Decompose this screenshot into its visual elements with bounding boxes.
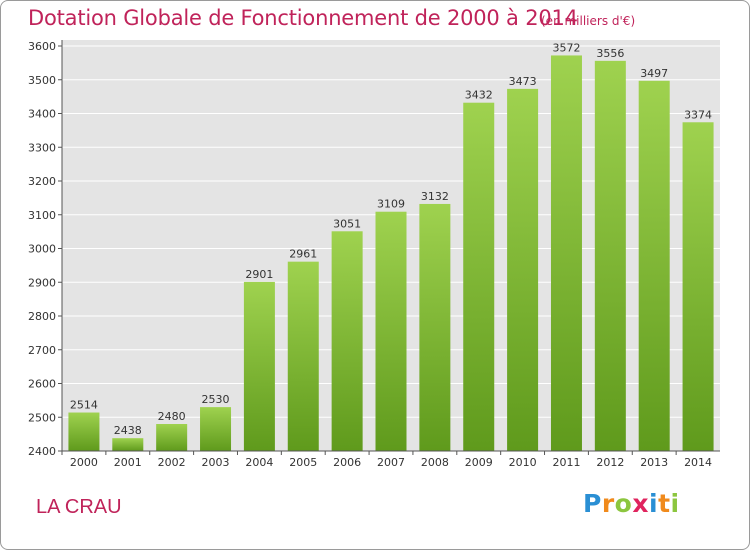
bar-2008[interactable] [419,203,451,451]
bar-value-label: 3497 [640,67,668,80]
x-tick-label: 2002 [158,456,186,469]
x-tick-label: 2000 [70,456,98,469]
bar-value-label: 3374 [684,108,712,121]
logo-letter: x [632,489,649,518]
bar-value-label: 2480 [158,410,186,423]
bar-2014[interactable] [682,122,714,452]
y-tick-label: 2900 [28,276,56,289]
x-tick-label: 2013 [640,456,668,469]
chart-unit: (en milliers d'€) [541,14,636,28]
bar-2010[interactable] [507,88,539,452]
bar-2013[interactable] [638,80,670,451]
y-tick-label: 3400 [28,108,56,121]
y-tick-label: 3600 [28,40,56,53]
y-tick-label: 3000 [28,243,56,256]
x-tick-label: 2003 [202,456,230,469]
bar-value-label: 3132 [421,190,449,203]
bars: 2514 2438 2480 2530 2901 2961 3051 3109 3132 3432… [68,41,714,452]
bar-value-label: 2530 [202,393,230,406]
bar-value-label: 2438 [114,424,142,437]
bar-2006[interactable] [331,231,363,451]
bar-2012[interactable] [594,60,626,451]
bar-2009[interactable] [463,102,495,451]
x-tick-label: 2010 [509,456,537,469]
x-tick-label: 2011 [552,456,580,469]
bar-2000[interactable] [68,412,100,451]
bar-value-label: 2961 [289,248,317,261]
logo-letter: i [649,489,659,518]
y-tick-label: 3500 [28,74,56,87]
x-tick-label: 2001 [114,456,142,469]
bar-2005[interactable] [287,261,319,451]
x-tick-label: 2005 [289,456,317,469]
y-tick-label: 3300 [28,141,56,154]
bar-value-label: 2514 [70,399,98,412]
y-tick-label: 2500 [28,411,56,424]
commune-name: LA CRAU [36,496,122,518]
logo-letter: P [583,489,602,518]
x-tick-label: 2006 [333,456,361,469]
x-tick-label: 2007 [377,456,405,469]
chart-title: Dotation Globale de Fonctionnement de 20… [28,6,578,30]
x-tick-label: 2004 [245,456,273,469]
x-tick-label: 2012 [596,456,624,469]
x-tick-label: 2008 [421,456,449,469]
bar-value-label: 3572 [552,41,580,54]
bar-value-label: 3556 [596,47,624,60]
y-tick-label: 2600 [28,378,56,391]
y-tick-label: 2400 [28,445,56,458]
logo-letter: r [601,489,615,518]
bar-2004[interactable] [243,281,275,451]
bar-2001[interactable] [112,438,144,451]
y-tick-label: 3200 [28,175,56,188]
axes: 2400 2500 2600 2700 2800 2900 3000 3100 3200 3300… [28,40,720,469]
bar-2003[interactable] [200,407,232,451]
bar-value-label: 3109 [377,198,405,211]
logo-letter: o [614,489,633,518]
y-tick-label: 2800 [28,310,56,323]
bar-value-label: 2901 [245,268,273,281]
x-tick-label: 2009 [465,456,493,469]
logo-letter: i [670,489,680,518]
bar-2007[interactable] [375,211,407,451]
proxiti-logo[interactable]: Proxiti [583,489,680,518]
bar-value-label: 3051 [333,217,361,230]
y-tick-label: 3100 [28,209,56,222]
x-tick-label: 2014 [684,456,712,469]
bar-value-label: 3432 [465,89,493,102]
y-tick-label: 2700 [28,344,56,357]
bar-2011[interactable] [550,55,582,451]
bar-2002[interactable] [156,424,188,451]
bar-value-label: 3473 [509,75,537,88]
logo-letter: t [658,489,671,518]
